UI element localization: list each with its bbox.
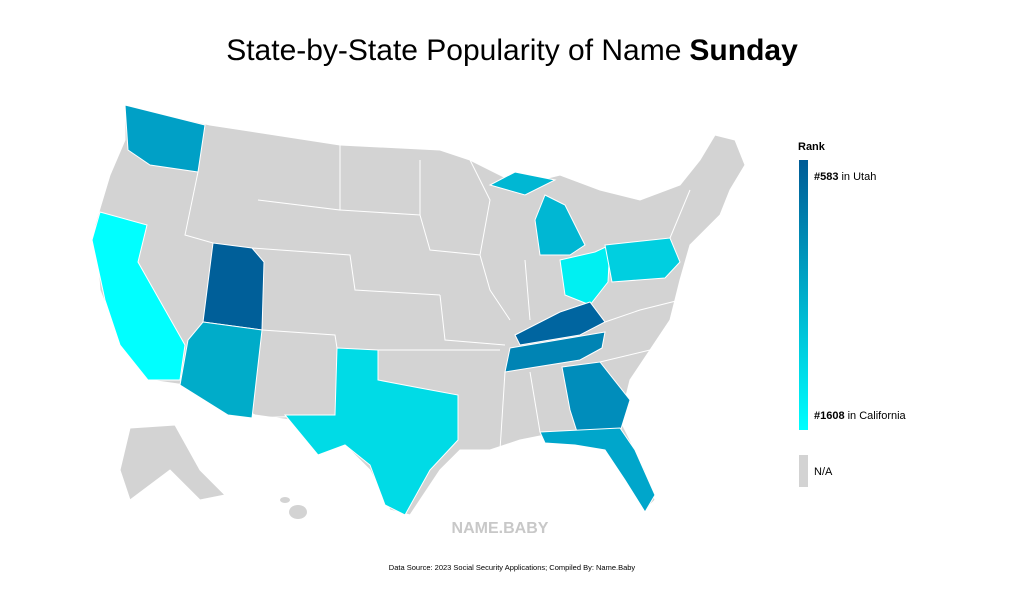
michigan	[534, 194, 586, 256]
kentucky	[514, 301, 606, 346]
hawaii	[289, 505, 307, 519]
arizona	[179, 321, 263, 419]
pennsylvania	[604, 237, 681, 283]
legend: Rank #583 in Utah #1608 in California N/A	[798, 141, 907, 487]
title: State-by-State Popularity of Name Sunday	[226, 34, 798, 67]
legend-na: N/A	[814, 466, 833, 478]
legend-bottom: #1608 in California	[814, 410, 907, 422]
washington	[124, 104, 206, 173]
texas	[283, 347, 459, 516]
legend-top: #583 in Utah	[814, 171, 876, 183]
source: Data Source: 2023 Social Security Applic…	[389, 563, 636, 572]
legend-title: Rank	[798, 141, 826, 153]
legend-top-rank: #583	[814, 171, 838, 183]
california	[91, 211, 186, 381]
alaska	[119, 424, 227, 501]
state-borders	[184, 145, 691, 451]
florida	[539, 427, 656, 513]
watermark: NAME.BABY	[452, 520, 549, 537]
utah	[202, 242, 265, 331]
legend-na-swatch	[799, 455, 808, 487]
hawaii	[280, 497, 290, 503]
title-text: State-by-State Popularity of Name	[226, 34, 681, 67]
ohio	[559, 244, 611, 306]
legend-bottom-rank: #1608	[814, 410, 845, 422]
tennessee	[504, 331, 606, 373]
legend-gradient	[799, 160, 808, 430]
map	[91, 104, 746, 519]
title-name: Sunday	[689, 34, 798, 67]
legend-bottom-place: in California	[848, 410, 907, 422]
legend-top-place: in Utah	[841, 171, 876, 183]
michigan-upper	[488, 171, 557, 196]
